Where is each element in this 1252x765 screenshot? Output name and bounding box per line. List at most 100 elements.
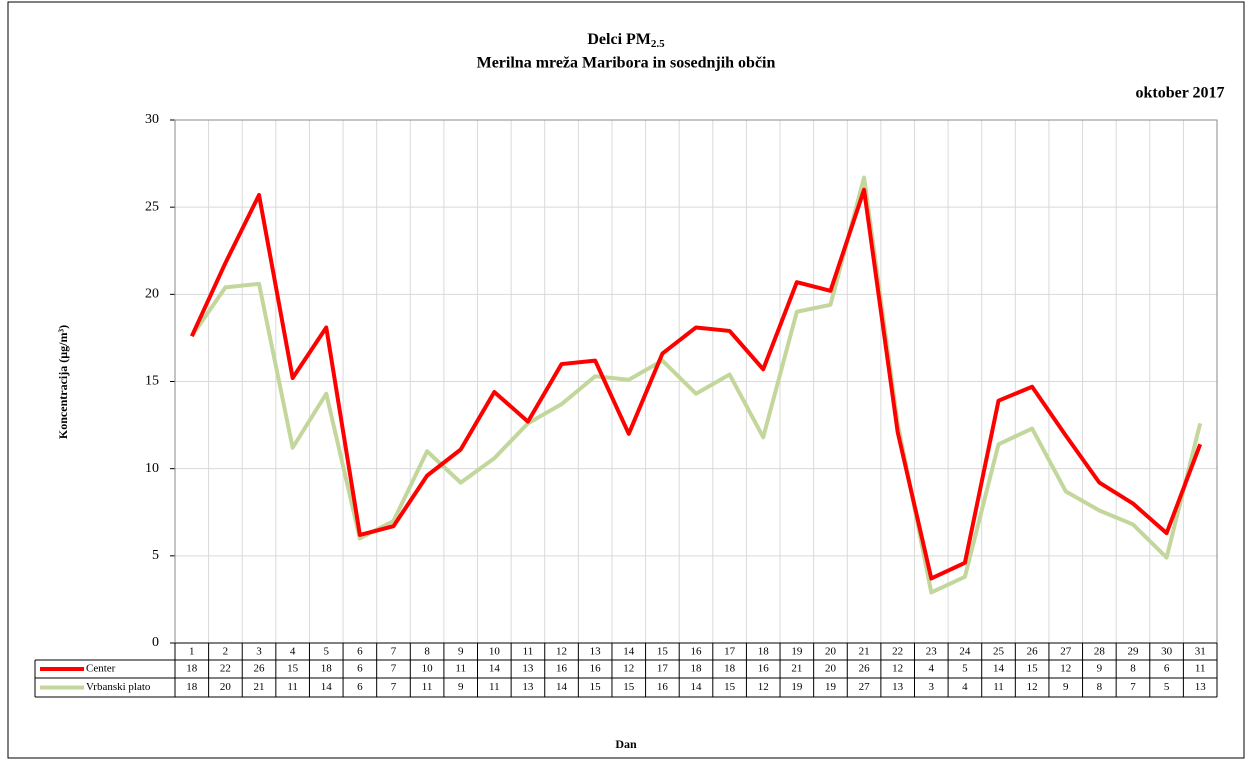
series-line — [190, 175, 1203, 595]
table-value: 11 — [455, 663, 466, 675]
table-value: 12 — [892, 663, 903, 675]
table-value: 19 — [825, 681, 837, 693]
chart-subtitle: Merilna mreža Maribora in sosednjih obči… — [477, 55, 776, 72]
table-value: 6 — [1164, 663, 1170, 675]
table-value: 18 — [186, 681, 198, 693]
x-tick-label: 2 — [223, 646, 229, 658]
table-value: 20 — [220, 681, 232, 693]
x-tick-label: 16 — [691, 646, 703, 658]
x-tick-label: 9 — [458, 646, 464, 658]
table-value: 12 — [1027, 681, 1038, 693]
x-tick-label: 3 — [256, 646, 262, 658]
table-value: 17 — [657, 663, 669, 675]
x-tick-label: 27 — [1060, 646, 1072, 658]
x-tick-label: 20 — [825, 646, 837, 658]
table-value: 15 — [590, 681, 602, 693]
table-value: 18 — [186, 663, 198, 675]
table-value: 11 — [489, 681, 500, 693]
table-value: 21 — [254, 681, 265, 693]
table-value: 7 — [391, 681, 397, 693]
x-tick-label: 4 — [290, 646, 296, 658]
x-tick-label: 7 — [391, 646, 397, 658]
table-value: 6 — [357, 663, 363, 675]
series-line — [189, 187, 1203, 581]
table-value: 14 — [691, 681, 703, 693]
table-value: 15 — [724, 681, 736, 693]
table-value: 9 — [1063, 681, 1069, 693]
table-value: 13 — [892, 681, 904, 693]
table-value: 26 — [254, 663, 266, 675]
period: oktober 2017 — [1135, 85, 1224, 102]
x-tick-label: 18 — [758, 646, 770, 658]
y-tick-label: 5 — [152, 548, 159, 563]
table-value: 11 — [1195, 663, 1206, 675]
x-tick-label: 6 — [357, 646, 363, 658]
table-value: 12 — [623, 663, 634, 675]
title-text: Delci PM — [587, 31, 651, 48]
table-value: 9 — [1097, 663, 1103, 675]
table-value: 3 — [929, 681, 935, 693]
y-tick-label: 10 — [145, 461, 159, 476]
table-value: 14 — [993, 663, 1005, 675]
table-value: 15 — [1027, 663, 1039, 675]
table-value: 15 — [623, 681, 635, 693]
table-value: 13 — [522, 663, 534, 675]
y-tick-label: 20 — [145, 287, 159, 302]
table-value: 10 — [422, 663, 434, 675]
table-value: 9 — [458, 681, 464, 693]
x-axis-label: Dan — [615, 737, 637, 751]
table-value: 13 — [522, 681, 534, 693]
x-tick-label: 22 — [892, 646, 903, 658]
x-tick-label: 15 — [657, 646, 669, 658]
legend-label: Center — [86, 663, 116, 675]
x-tick-label: 12 — [556, 646, 567, 658]
x-tick-label: 23 — [926, 646, 938, 658]
y-tick-label: 15 — [145, 374, 159, 389]
x-tick-label: 19 — [791, 646, 803, 658]
table-value: 4 — [929, 663, 935, 675]
table-value: 19 — [791, 681, 803, 693]
x-tick-label: 1 — [189, 646, 195, 658]
table-value: 15 — [287, 663, 299, 675]
table-value: 8 — [1130, 663, 1136, 675]
table-value: 14 — [321, 681, 333, 693]
table-value: 12 — [1060, 663, 1071, 675]
x-tick-label: 28 — [1094, 646, 1106, 658]
y-tick-label: 30 — [145, 112, 159, 127]
table-value: 13 — [1195, 681, 1207, 693]
table-value: 22 — [220, 663, 231, 675]
x-tick-label: 30 — [1161, 646, 1173, 658]
table-value: 5 — [962, 663, 968, 675]
table-value: 27 — [859, 681, 871, 693]
x-tick-label: 21 — [859, 646, 870, 658]
chart-title: Delci PM2.5 — [587, 31, 665, 50]
table-value: 11 — [993, 681, 1004, 693]
x-tick-label: 14 — [623, 646, 635, 658]
x-tick-label: 5 — [324, 646, 330, 658]
table-value: 12 — [758, 681, 769, 693]
table-value: 21 — [791, 663, 802, 675]
x-tick-label: 11 — [523, 646, 534, 658]
table-value: 14 — [556, 681, 568, 693]
table-value: 20 — [825, 663, 837, 675]
table-value: 6 — [357, 681, 363, 693]
title-sub: 2.5 — [651, 38, 665, 50]
table-value: 16 — [556, 663, 568, 675]
table-value: 5 — [1164, 681, 1170, 693]
x-tick-label: 25 — [993, 646, 1005, 658]
x-tick-label: 31 — [1195, 646, 1206, 658]
table-value: 16 — [657, 681, 669, 693]
x-tick-label: 24 — [959, 646, 971, 658]
x-tick-label: 13 — [590, 646, 602, 658]
table-value: 7 — [391, 663, 397, 675]
x-tick-label: 29 — [1127, 646, 1139, 658]
legend-label: Vrbanski plato — [86, 681, 151, 693]
x-tick-label: 8 — [424, 646, 430, 658]
table-value: 16 — [758, 663, 770, 675]
y-axis-label: Koncentracija (µg/m³) — [56, 325, 70, 439]
table-value: 26 — [859, 663, 871, 675]
table-value: 18 — [321, 663, 333, 675]
table-value: 11 — [287, 681, 298, 693]
x-tick-label: 17 — [724, 646, 736, 658]
